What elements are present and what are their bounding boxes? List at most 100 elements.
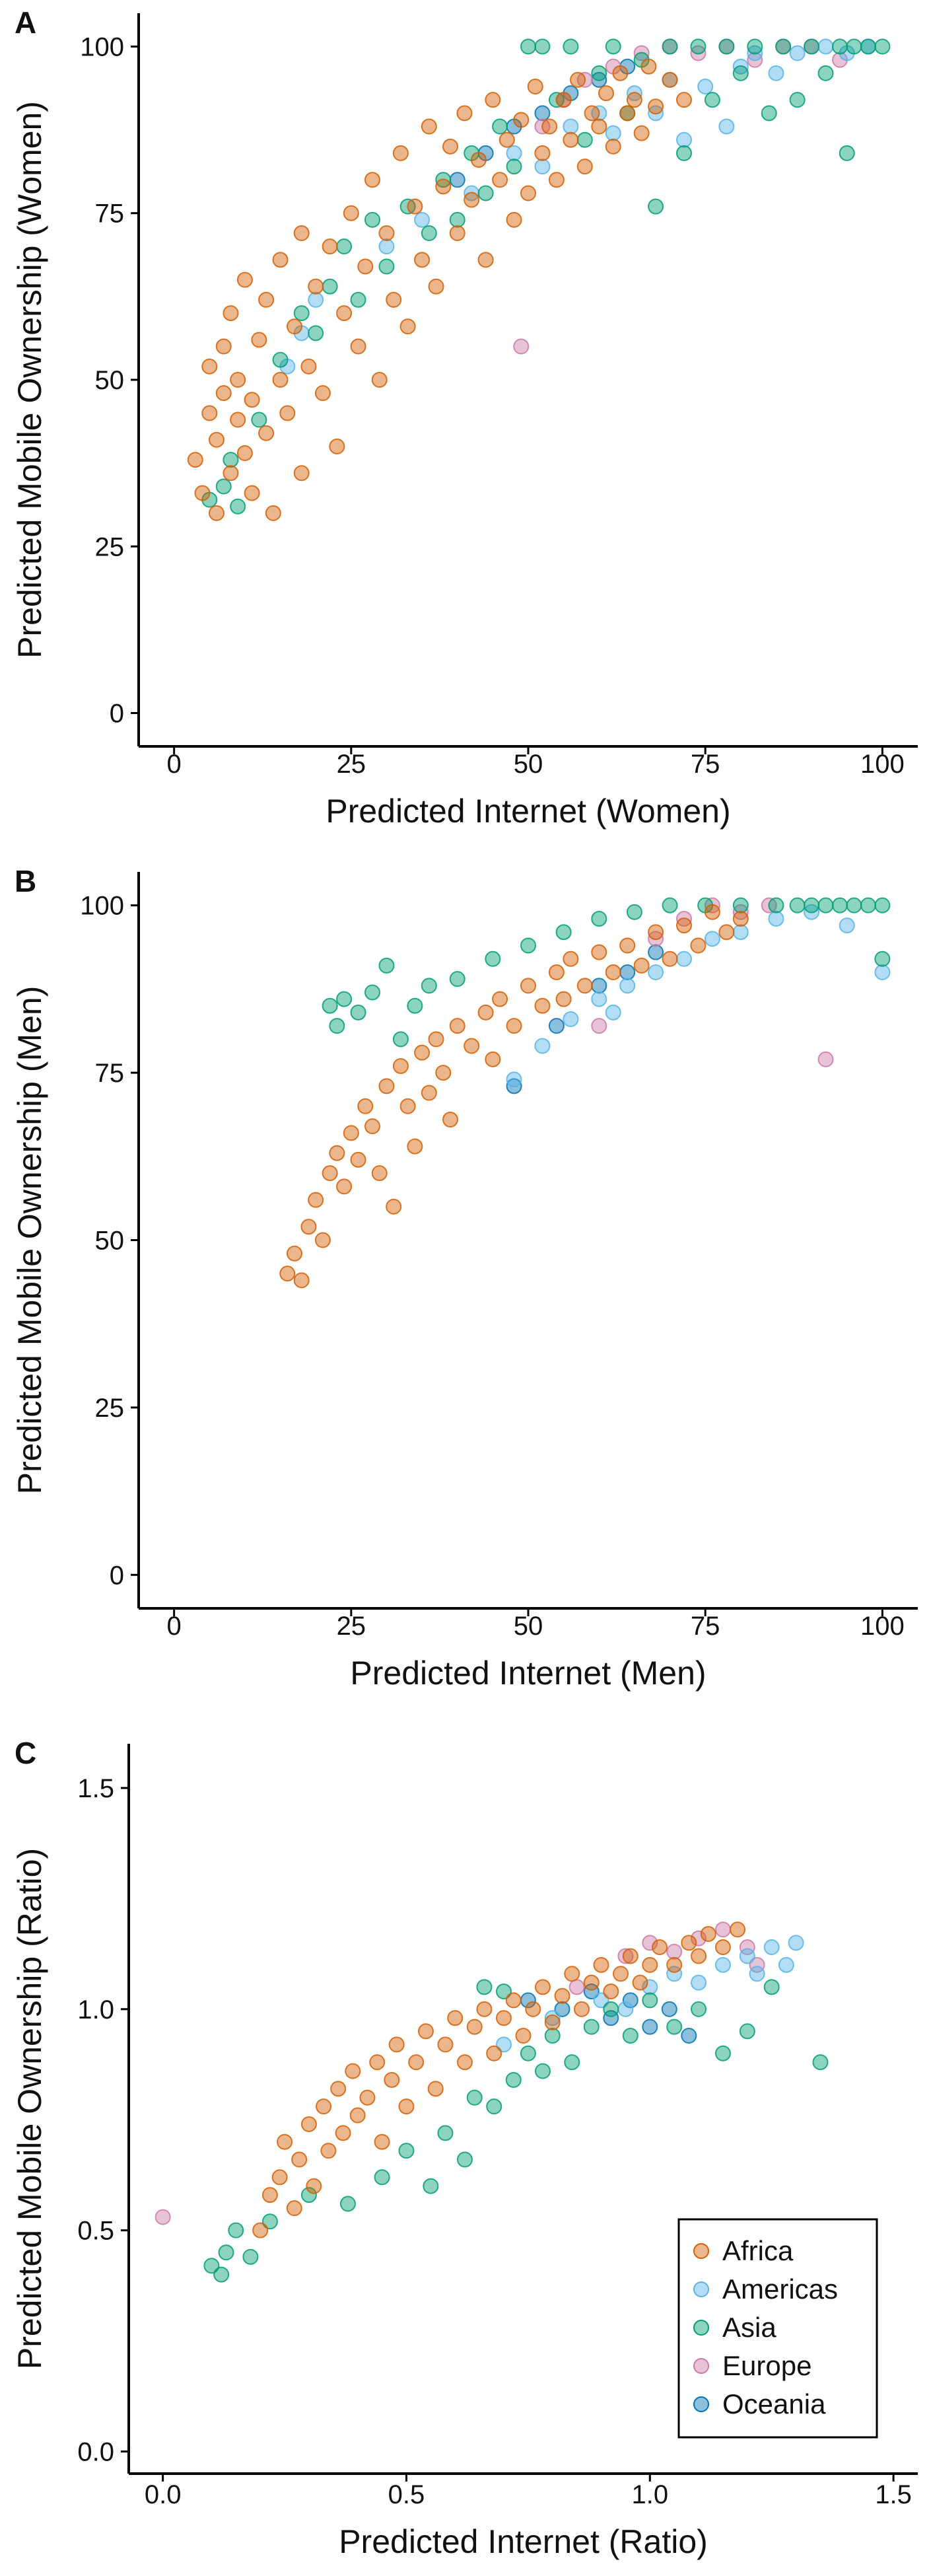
y-tick-label: 75 — [95, 199, 125, 229]
y-tick-label: 1.5 — [77, 1774, 114, 1803]
point-americas — [605, 125, 621, 141]
point-africa — [477, 1004, 494, 1020]
point-africa — [492, 991, 508, 1007]
point-asia — [423, 2178, 439, 2194]
point-africa — [466, 2019, 483, 2035]
x-tick-label: 50 — [514, 1612, 543, 1641]
point-africa — [322, 238, 338, 255]
point-africa — [470, 152, 487, 168]
point-asia — [398, 2143, 415, 2159]
point-africa — [293, 465, 310, 482]
point-asia — [789, 92, 806, 108]
point-africa — [388, 2036, 405, 2053]
point-africa — [525, 2001, 541, 2017]
point-africa — [603, 1984, 619, 2000]
point-africa — [374, 2133, 390, 2150]
point-africa — [476, 2001, 493, 2017]
point-africa — [421, 1085, 437, 1101]
point-americas — [591, 991, 607, 1007]
legend-box — [677, 2218, 878, 2439]
point-africa — [215, 385, 232, 402]
point-africa — [714, 1939, 731, 1956]
point-americas — [732, 924, 749, 941]
y-tick-label: 100 — [80, 32, 124, 61]
point-africa — [612, 65, 629, 81]
point-africa — [343, 205, 359, 221]
point-africa — [261, 2187, 278, 2203]
point-africa — [570, 71, 586, 88]
point-africa — [477, 252, 494, 268]
y-tick-label: 0 — [110, 1561, 124, 1590]
point-africa — [343, 1125, 359, 1141]
point-africa — [690, 937, 707, 954]
point-africa — [359, 2089, 376, 2106]
point-asia — [466, 2089, 483, 2106]
point-africa — [414, 252, 431, 268]
point-africa — [555, 991, 572, 1007]
point-europe — [569, 1979, 585, 1995]
point-asia — [293, 305, 310, 322]
point-asia — [555, 924, 572, 941]
point-asia — [449, 211, 466, 228]
point-africa — [456, 2054, 473, 2071]
point-africa — [300, 1219, 317, 1235]
point-africa — [700, 1925, 716, 1942]
point-asia — [215, 478, 232, 495]
legend: Africa Americas Asia Europe Oceania — [677, 2218, 878, 2439]
point-americas — [534, 1038, 551, 1054]
point-africa — [350, 338, 366, 355]
point-asia — [251, 411, 267, 428]
point-asia — [261, 2213, 278, 2230]
point-asia — [648, 198, 664, 215]
x-tick-label: 0 — [167, 1612, 182, 1641]
point-asia — [642, 1992, 658, 2009]
y-tick-label: 0.0 — [77, 2438, 114, 2467]
point-europe — [817, 1051, 834, 1067]
point-africa — [555, 92, 572, 108]
point-africa — [215, 338, 232, 355]
point-asia — [691, 2001, 707, 2017]
panel-b: B 0 25 50 75 100 0 25 50 75 100 Predicted Internet … — [11, 864, 918, 1692]
point-africa — [449, 225, 466, 241]
point-americas — [544, 2010, 561, 2026]
point-africa — [244, 485, 260, 501]
point-africa — [314, 1232, 331, 1248]
point-africa — [520, 185, 536, 201]
point-americas — [839, 917, 855, 934]
point-asia — [860, 38, 876, 55]
point-africa — [662, 71, 678, 88]
point-oceania — [548, 1018, 565, 1034]
point-africa — [306, 2178, 322, 2194]
point-oceania — [648, 944, 664, 960]
point-africa — [236, 271, 253, 288]
y-tick-label: 25 — [95, 532, 125, 561]
point-africa — [427, 2081, 444, 2097]
point-asia — [732, 897, 749, 913]
point-asia — [477, 185, 494, 201]
point-asia — [456, 2151, 473, 2168]
point-africa — [194, 485, 211, 501]
point-oceania — [619, 964, 636, 981]
point-africa — [251, 332, 267, 348]
point-asia — [421, 225, 437, 241]
point-americas — [768, 65, 784, 81]
point-asia — [832, 38, 848, 55]
point-africa — [293, 1272, 310, 1289]
point-africa — [329, 438, 345, 454]
point-americas — [768, 910, 784, 927]
point-asia — [564, 2054, 580, 2071]
point-africa — [485, 1051, 501, 1067]
point-africa — [258, 425, 275, 441]
point-africa — [223, 305, 239, 322]
point-africa — [271, 2169, 288, 2186]
legend-label-americas: Americas — [722, 2273, 838, 2305]
point-asia — [804, 38, 820, 55]
point-asia — [336, 991, 353, 1007]
point-africa — [640, 58, 657, 75]
point-americas — [563, 118, 579, 135]
point-europe — [739, 1939, 755, 1956]
point-africa — [287, 318, 302, 335]
point-asia — [329, 1018, 345, 1034]
point-africa — [464, 1038, 480, 1054]
point-americas — [778, 1956, 794, 1973]
